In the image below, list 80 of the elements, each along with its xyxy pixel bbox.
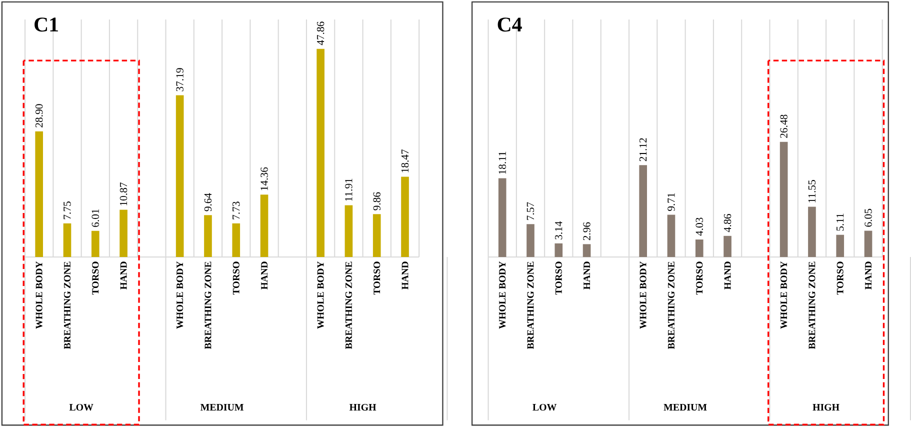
x-tick-label: BREATHING ZONE	[204, 262, 212, 349]
data-label: 5.11	[836, 214, 844, 231]
bar	[695, 239, 704, 257]
bar	[498, 178, 506, 257]
x-tick-label: WHOLE BODY	[640, 261, 646, 329]
x-tick-label: HAND	[120, 262, 127, 290]
x-tick-label: HAND	[584, 262, 590, 290]
x-tick-label: WHOLE BODY	[176, 261, 184, 329]
bar	[639, 165, 647, 257]
data-label: 26.48	[780, 114, 788, 138]
data-label: 7.75	[64, 201, 71, 220]
text: LOW	[69, 404, 94, 411]
x-tick-label: WHOLE BODY	[317, 261, 324, 329]
data-label: 6.01	[92, 209, 100, 227]
x-tick-label: BREATHING ZONE	[668, 262, 674, 349]
data-label: 9.64	[204, 193, 212, 212]
data-label: 10.87	[120, 182, 128, 206]
data-label: 21.12	[639, 138, 647, 162]
bar	[724, 236, 732, 257]
x-tick-label: TORSO	[836, 262, 844, 295]
bar	[401, 176, 409, 257]
data-label: 3.14	[555, 221, 562, 240]
bar	[35, 131, 44, 257]
bar	[864, 230, 872, 257]
data-label: 18.11	[498, 152, 506, 174]
data-label: 11.91	[345, 178, 352, 201]
text: HIGH	[812, 404, 840, 411]
bar	[780, 142, 788, 257]
data-label: 4.03	[696, 218, 704, 236]
x-tick-label: HAND	[724, 262, 731, 290]
x-tick-label: BREATHING ZONE	[64, 262, 70, 349]
text: LOW	[532, 404, 557, 411]
data-label: 4.86	[724, 214, 732, 232]
bar	[526, 224, 534, 257]
bar	[176, 95, 184, 257]
x-tick-label: TORSO	[92, 262, 99, 295]
text: MEDIUM	[664, 404, 707, 411]
data-label: 37.19	[176, 68, 184, 92]
x-tick-label: BREATHING ZONE	[345, 262, 352, 349]
x-tick-label: TORSO	[696, 262, 703, 295]
data-label: 7.57	[526, 202, 534, 220]
data-label: 7.73	[232, 202, 240, 220]
bar	[120, 210, 128, 257]
bar	[232, 223, 240, 257]
bar	[91, 230, 100, 257]
chart-title: C4	[498, 18, 522, 32]
x-tick-label: HAND	[865, 262, 872, 290]
bar	[667, 214, 676, 257]
x-tick-label: WHOLE BODY	[36, 261, 42, 329]
data-label: 2.96	[583, 222, 590, 240]
x-tick-label: TORSO	[232, 262, 240, 295]
text: HIGH	[349, 404, 376, 411]
bar	[808, 206, 816, 257]
data-label: 6.05	[864, 208, 872, 227]
bar	[63, 223, 72, 257]
x-tick-label: HAND	[261, 262, 268, 290]
bar	[316, 48, 324, 257]
data-label: 11.55	[808, 180, 816, 202]
x-tick-label: WHOLE BODY	[780, 261, 788, 329]
data-label: 28.90	[35, 104, 43, 128]
bar	[204, 215, 212, 257]
bar	[260, 194, 268, 257]
x-tick-label: TORSO	[374, 262, 380, 295]
data-label: 9.86	[373, 192, 380, 210]
bar	[554, 243, 563, 257]
bar	[372, 214, 381, 257]
x-tick-label: BREATHING ZONE	[527, 262, 534, 349]
x-tick-label: BREATHING ZONE	[808, 262, 816, 349]
data-label: 18.47	[401, 149, 409, 172]
data-label: 47.86	[316, 22, 324, 46]
bar	[582, 244, 591, 257]
data-label: 14.36	[260, 167, 268, 190]
data-label: 9.71	[668, 193, 675, 211]
x-tick-label: HAND	[402, 262, 408, 290]
x-tick-label: TORSO	[555, 262, 562, 295]
x-tick-label: WHOLE BODY	[499, 261, 506, 329]
bar	[836, 234, 844, 257]
text: MEDIUM	[200, 404, 244, 411]
bar	[344, 205, 353, 257]
chart-title: C1	[34, 18, 58, 32]
